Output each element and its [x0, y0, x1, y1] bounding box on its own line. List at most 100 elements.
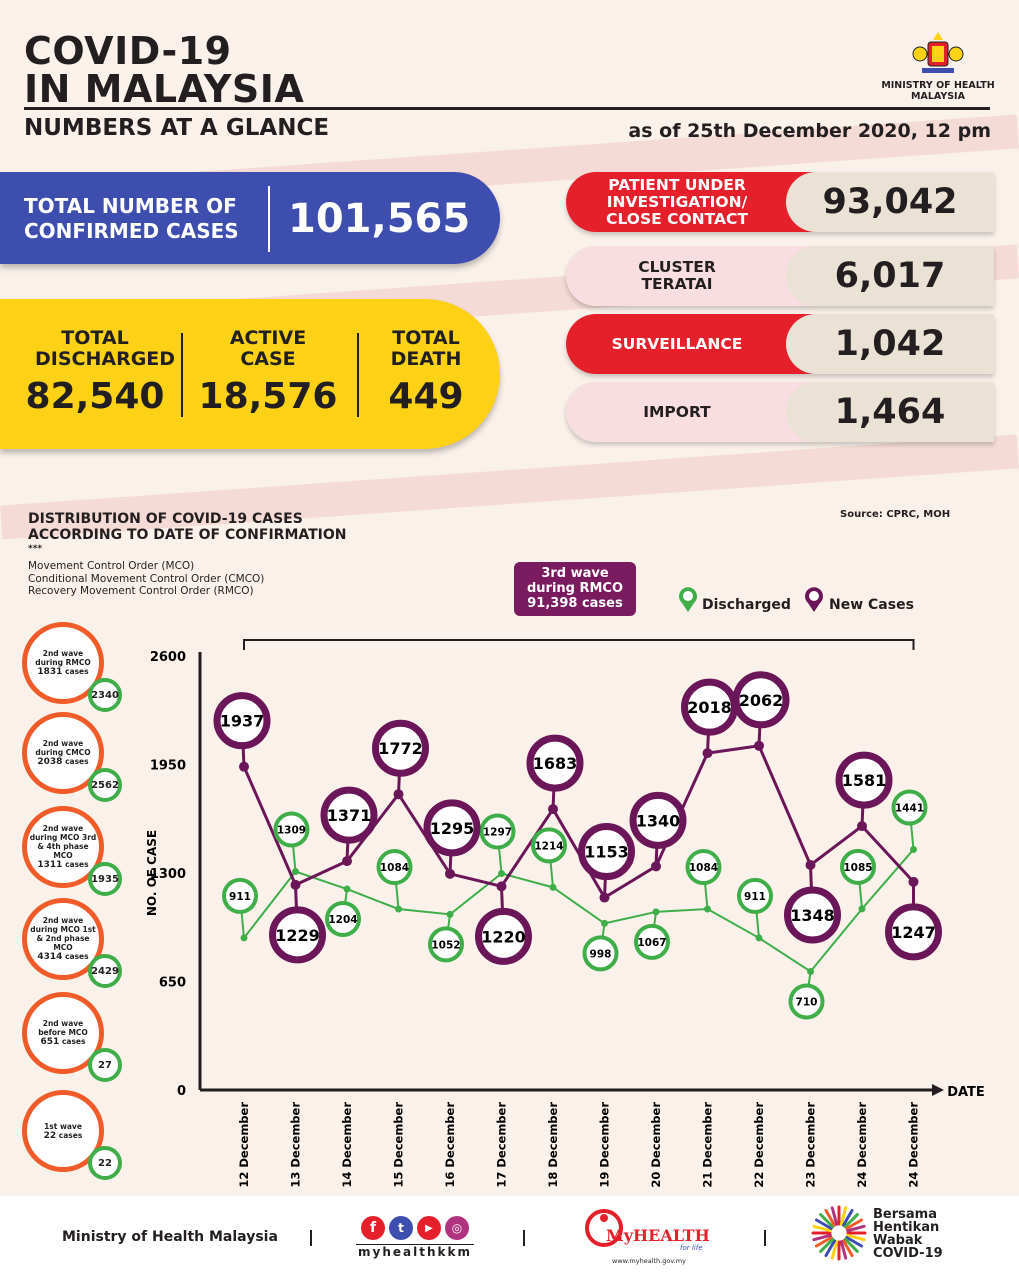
discharged-data-label: 1204 — [328, 914, 357, 926]
x-tick-label: 21 December — [701, 1102, 715, 1188]
sunburst-ray — [839, 1206, 848, 1226]
page-subtitle: NUMBERS AT A GLANCE — [24, 115, 330, 141]
discharged-data-label: 911 — [229, 891, 251, 903]
wave-discharged-badge: 2340 — [88, 678, 122, 712]
new-cases-data-label: 1247 — [891, 923, 936, 942]
new-cases-data-label: 1371 — [327, 806, 372, 825]
new-cases-data-label: 1937 — [220, 712, 265, 731]
myhealth-logo-icon — [585, 1209, 623, 1247]
footer-divider — [764, 1230, 766, 1246]
new-cases-marker — [629, 791, 687, 849]
wave-discharged-badge: 27 — [88, 1048, 122, 1082]
category-value: 1,042 — [786, 314, 994, 374]
wave-case-count: 22 — [43, 1130, 57, 1141]
discharged-marker — [376, 849, 413, 886]
discharged-point — [755, 934, 763, 942]
new-cases-data-label: 1295 — [430, 819, 475, 838]
death-value: 449 — [388, 376, 464, 417]
new-cases-data-label: 1153 — [584, 843, 629, 862]
discharged-legend-icon — [679, 587, 697, 612]
sunburst-ray — [824, 1208, 836, 1227]
wave-label: 2nd wave — [42, 824, 84, 833]
sunburst-ray — [830, 1206, 839, 1226]
new-cases-data-label: 1340 — [636, 811, 681, 830]
x-tick-label: 24 December — [855, 1102, 869, 1188]
daily-cases-chart: 0 650 1300 1950 2600 DATE NO. OF CASE 12 Decemb… — [145, 639, 985, 1188]
new-cases-marker — [578, 823, 635, 881]
glossary: Movement Control Order (MCO) Conditional… — [28, 560, 265, 597]
divider — [181, 333, 183, 417]
sunburst-ray — [845, 1236, 864, 1248]
facebook-icon[interactable]: f — [361, 1216, 385, 1240]
footer-divider — [310, 1230, 312, 1246]
wave-label: 1831 cases — [37, 667, 89, 677]
discharged-marker — [685, 849, 722, 886]
new-cases-point — [754, 740, 764, 751]
divider — [268, 186, 270, 252]
discharged-marker — [273, 811, 310, 848]
wave-label: during MCO 3rd & 4th phase MCO — [29, 833, 97, 860]
death-stat: TOTAL DEATH 449 — [368, 328, 484, 418]
new-cases-point — [805, 859, 816, 870]
wave-label: before MCO — [38, 1028, 88, 1037]
x-tick-label: 19 December — [598, 1102, 612, 1188]
y-tick-label: 650 — [159, 976, 186, 991]
social-handle: myhealthkkm — [356, 1244, 474, 1259]
wave-discharged-badge: 22 — [88, 1146, 122, 1180]
sunburst-ray — [824, 1239, 836, 1258]
x-axis-label: DATE — [947, 1085, 985, 1100]
new-cases-marker — [835, 751, 893, 809]
discharged-marker — [891, 789, 928, 826]
chart-source: Source: CPRC, MOH — [840, 509, 951, 520]
new-cases-data-label: 1220 — [481, 927, 526, 946]
x-tick-label: 12 December — [237, 1102, 251, 1188]
total-cases-panel — [0, 172, 500, 264]
discharged-point — [395, 905, 402, 913]
sunburst-ray — [843, 1213, 859, 1229]
new-cases-marker — [372, 719, 429, 777]
new-cases-point — [548, 804, 558, 815]
x-tick-label: 18 December — [546, 1102, 560, 1188]
sunburst-ray — [814, 1218, 833, 1230]
wave-circle: 2nd wave during MCO 1st & 2nd phase MCO 43… — [22, 898, 104, 980]
wave-label: during MCO 1st & 2nd phase MCO — [30, 925, 96, 952]
youtube-icon[interactable]: ▶ — [417, 1216, 441, 1240]
category-label: IMPORT — [643, 402, 711, 421]
new-cases-marker — [732, 671, 790, 729]
sunburst-ray — [842, 1239, 854, 1258]
y-tick-label: 0 — [177, 1084, 186, 1099]
y-axis-label: NO. OF CASE — [145, 830, 159, 916]
wave-discharged-badge: 2562 — [88, 768, 122, 802]
wave-label: 2nd wave — [42, 1019, 84, 1028]
wave-discharged-badge: 1935 — [88, 862, 122, 896]
sunburst-ray — [814, 1236, 833, 1248]
sunburst-ray — [819, 1237, 835, 1253]
discharged-marker — [325, 901, 361, 938]
wave-label: during CMCO — [35, 748, 91, 757]
wave-label: 22 cases — [43, 1130, 83, 1141]
sunburst-ray — [819, 1213, 835, 1229]
x-tick-label: 15 December — [392, 1102, 406, 1188]
sunburst-ray — [842, 1208, 854, 1227]
discharged-marker — [737, 877, 773, 914]
divider — [357, 333, 359, 417]
x-tick-label: 24 December — [907, 1102, 921, 1188]
wave-discharged-badge: 2429 — [88, 954, 122, 988]
twitter-icon[interactable]: t — [389, 1216, 413, 1240]
discharged-stat: TOTAL DISCHARGED 82,540 — [22, 328, 176, 418]
new-cases-data-label: 1683 — [533, 754, 578, 773]
ministry-label: MINISTRY OF HEALTH MALAYSIA — [881, 80, 995, 102]
discharged-data-label: 1214 — [534, 840, 563, 852]
category-value: 93,042 — [786, 172, 994, 232]
discharged-marker — [840, 848, 876, 885]
wave-circle: 2nd wave during CMCO 2038 cases — [22, 712, 104, 794]
discharged-marker — [479, 813, 516, 850]
sunburst-ray — [812, 1233, 832, 1242]
category-label: CLUSTER TERATAI — [638, 258, 716, 293]
x-tick-label: 20 December — [649, 1102, 663, 1188]
new-cases-data-label: 1229 — [275, 926, 320, 945]
campaign-text: Bersama Hentikan Wabak COVID-19 — [873, 1207, 943, 1261]
discharged-data-label: 1067 — [637, 937, 666, 949]
discharged-point — [704, 905, 711, 913]
instagram-icon[interactable]: ◎ — [445, 1216, 469, 1240]
